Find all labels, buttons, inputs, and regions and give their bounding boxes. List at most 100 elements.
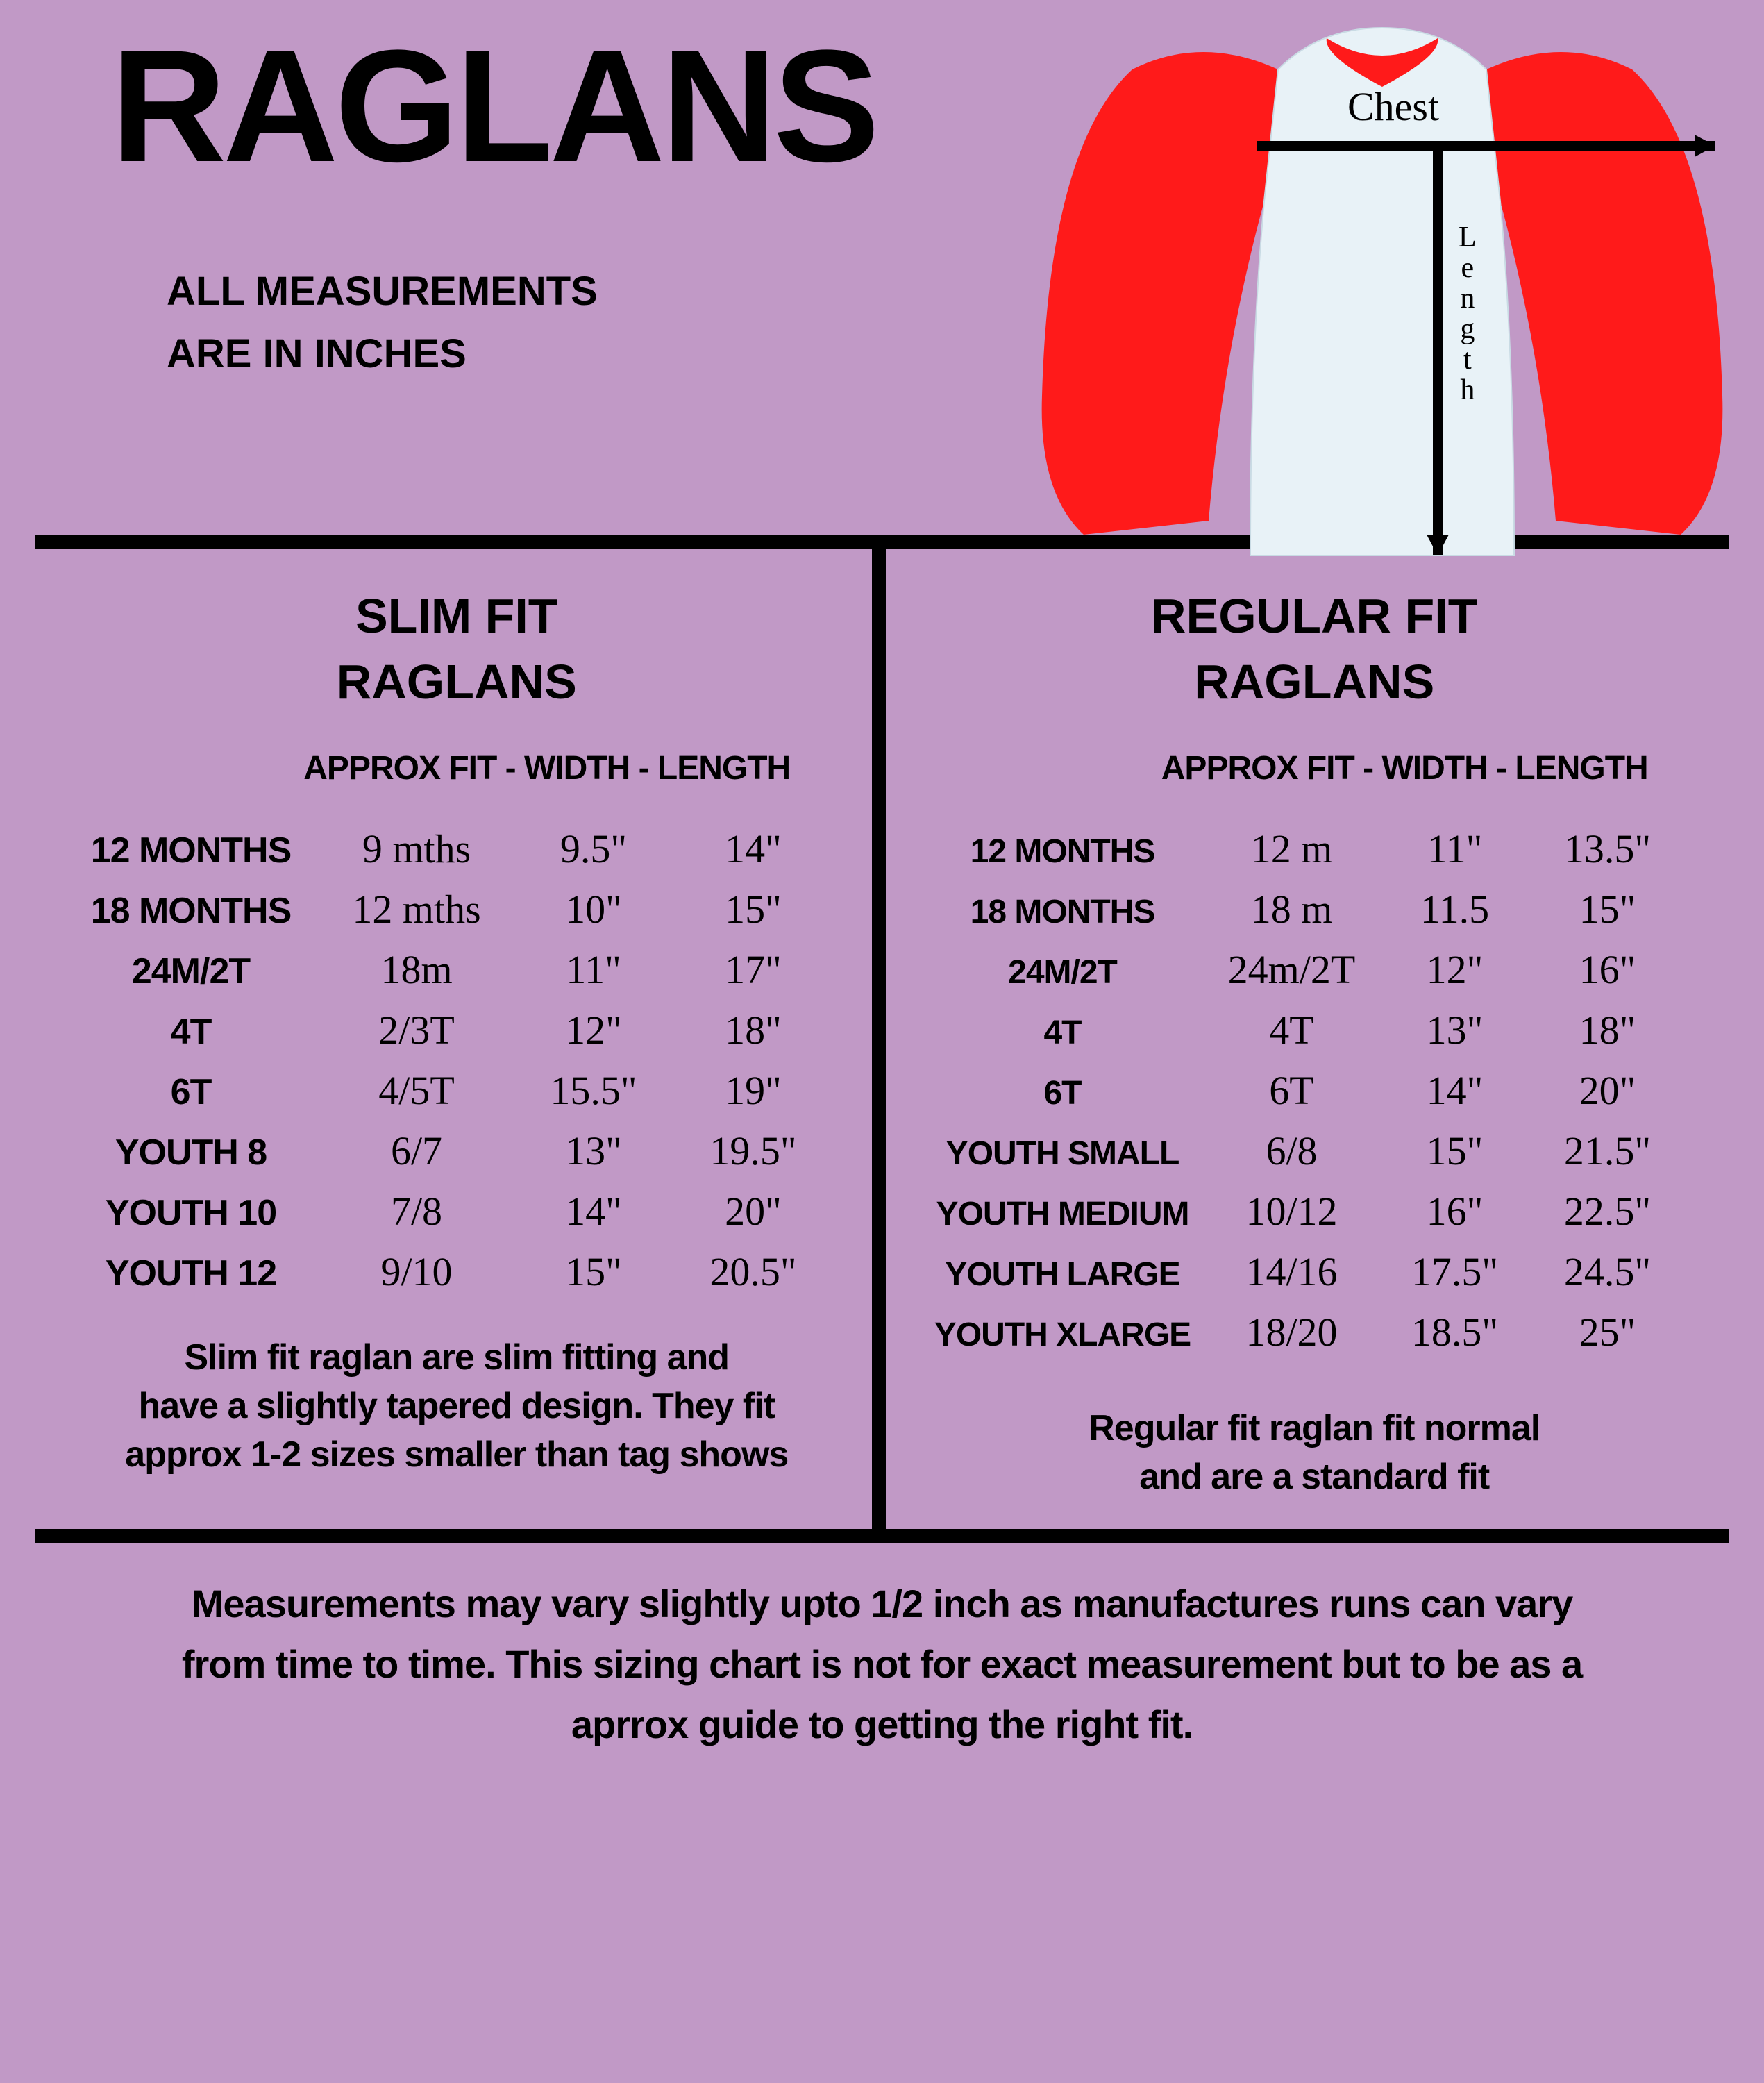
- fit-cell: 18m: [319, 946, 514, 993]
- length-cell: 18": [673, 1007, 833, 1053]
- size-cell: 24M/2T: [62, 951, 319, 992]
- width-cell: 14": [1379, 1067, 1531, 1114]
- width-cell: 14": [514, 1188, 673, 1235]
- width-cell: 11": [514, 946, 673, 993]
- size-cell: 12 MONTHS: [62, 830, 319, 871]
- footer-line1: Measurements may vary slightly upto 1/2 …: [83, 1574, 1681, 1634]
- size-cell: YOUTH LARGE: [921, 1255, 1205, 1294]
- table-row: 12 MONTHS9 mths9.5"14": [62, 826, 851, 872]
- table-row: YOUTH 107/814"20": [62, 1188, 851, 1235]
- chest-label: Chest: [1347, 83, 1439, 130]
- footer-line2: from time to time. This sizing chart is …: [83, 1634, 1681, 1695]
- size-cell: YOUTH 12: [62, 1253, 319, 1294]
- footer-line3: aprrox guide to getting the right fit.: [83, 1695, 1681, 1755]
- length-cell: 20.5": [673, 1248, 833, 1295]
- width-cell: 12": [514, 1007, 673, 1053]
- width-cell: 15": [1379, 1128, 1531, 1174]
- length-cell: 25": [1531, 1309, 1684, 1355]
- width-cell: 10": [514, 886, 673, 932]
- width-cell: 18.5": [1379, 1309, 1531, 1355]
- slim-title-line2: RAGLANS: [62, 649, 851, 715]
- slim-note-line3: approx 1-2 sizes smaller than tag shows: [62, 1430, 851, 1479]
- length-cell: 20": [1531, 1067, 1684, 1114]
- width-cell: 17.5": [1379, 1248, 1531, 1295]
- tables-container: SLIM FIT RAGLANS APPROX FIT - WIDTH - LE…: [0, 549, 1764, 1529]
- slim-title-line1: SLIM FIT: [62, 583, 851, 649]
- slim-note: Slim fit raglan are slim fitting and hav…: [62, 1333, 851, 1480]
- fit-cell: 6T: [1205, 1067, 1379, 1114]
- fit-cell: 2/3T: [319, 1007, 514, 1053]
- length-cell: 15": [673, 886, 833, 932]
- length-cell: 24.5": [1531, 1248, 1684, 1295]
- length-cell: 19.5": [673, 1128, 833, 1174]
- fit-cell: 4/5T: [319, 1067, 514, 1114]
- fit-cell: 18/20: [1205, 1309, 1379, 1355]
- table-row: 4T2/3T12"18": [62, 1007, 851, 1053]
- slim-col-header: APPROX FIT - WIDTH - LENGTH: [243, 749, 851, 787]
- size-cell: 4T: [62, 1011, 319, 1053]
- size-cell: 6T: [921, 1074, 1205, 1112]
- length-cell: 15": [1531, 886, 1684, 932]
- fit-cell: 4T: [1205, 1007, 1379, 1053]
- slim-table: 12 MONTHS9 mths9.5"14"18 MONTHS12 mths10…: [62, 826, 851, 1295]
- width-cell: 15.5": [514, 1067, 673, 1114]
- size-cell: YOUTH SMALL: [921, 1135, 1205, 1173]
- size-cell: YOUTH 8: [62, 1132, 319, 1173]
- length-label: Length: [1459, 222, 1477, 406]
- table-row: YOUTH XLARGE18/2018.5"25": [921, 1309, 1709, 1355]
- width-cell: 13": [514, 1128, 673, 1174]
- length-cell: 18": [1531, 1007, 1684, 1053]
- regular-title: REGULAR FIT RAGLANS: [921, 583, 1709, 714]
- size-cell: 18 MONTHS: [62, 890, 319, 932]
- fit-cell: 9 mths: [319, 826, 514, 872]
- regular-table: 12 MONTHS12 m11"13.5"18 MONTHS18 m11.515…: [921, 826, 1709, 1355]
- fit-cell: 6/7: [319, 1128, 514, 1174]
- width-cell: 11.5: [1379, 886, 1531, 932]
- width-cell: 15": [514, 1248, 673, 1295]
- table-row: YOUTH LARGE14/1617.5"24.5": [921, 1248, 1709, 1295]
- header: RAGLANS ALL MEASUREMENTS ARE IN INCHES C…: [0, 0, 1764, 535]
- length-cell: 17": [673, 946, 833, 993]
- width-cell: 11": [1379, 826, 1531, 872]
- width-cell: 16": [1379, 1188, 1531, 1235]
- table-row: YOUTH 129/1015"20.5": [62, 1248, 851, 1295]
- length-cell: 20": [673, 1188, 833, 1235]
- regular-note-line2: and are a standard fit: [921, 1453, 1709, 1501]
- divider-vertical: [872, 549, 886, 1529]
- table-row: 4T4T13"18": [921, 1007, 1709, 1053]
- length-cell: 22.5": [1531, 1188, 1684, 1235]
- table-row: 6T4/5T15.5"19": [62, 1067, 851, 1114]
- size-cell: YOUTH XLARGE: [921, 1316, 1205, 1354]
- size-cell: 18 MONTHS: [921, 893, 1205, 931]
- width-cell: 12": [1379, 946, 1531, 993]
- size-cell: 6T: [62, 1071, 319, 1113]
- regular-note: Regular fit raglan fit normal and are a …: [921, 1404, 1709, 1501]
- regular-note-line1: Regular fit raglan fit normal: [921, 1404, 1709, 1453]
- length-cell: 19": [673, 1067, 833, 1114]
- table-row: YOUTH MEDIUM10/1216"22.5": [921, 1188, 1709, 1235]
- fit-cell: 12 m: [1205, 826, 1379, 872]
- width-cell: 9.5": [514, 826, 673, 872]
- regular-fit-column: REGULAR FIT RAGLANS APPROX FIT - WIDTH -…: [886, 549, 1730, 1529]
- width-cell: 13": [1379, 1007, 1531, 1053]
- fit-cell: 7/8: [319, 1188, 514, 1235]
- divider-bottom: [35, 1529, 1729, 1543]
- length-cell: 16": [1531, 946, 1684, 993]
- size-cell: 4T: [921, 1014, 1205, 1052]
- table-row: 18 MONTHS18 m11.515": [921, 886, 1709, 932]
- fit-cell: 9/10: [319, 1248, 514, 1295]
- fit-cell: 14/16: [1205, 1248, 1379, 1295]
- fit-cell: 24m/2T: [1205, 946, 1379, 993]
- fit-cell: 18 m: [1205, 886, 1379, 932]
- table-row: 24M/2T18m11"17": [62, 946, 851, 993]
- table-row: 6T6T14"20": [921, 1067, 1709, 1114]
- length-cell: 21.5": [1531, 1128, 1684, 1174]
- size-cell: 24M/2T: [921, 953, 1205, 992]
- table-row: 24M/2T24m/2T12"16": [921, 946, 1709, 993]
- footer-note: Measurements may vary slightly upto 1/2 …: [0, 1543, 1764, 1755]
- fit-cell: 12 mths: [319, 886, 514, 932]
- length-cell: 14": [673, 826, 833, 872]
- table-row: 18 MONTHS12 mths10"15": [62, 886, 851, 932]
- size-cell: 12 MONTHS: [921, 833, 1205, 871]
- regular-col-header: APPROX FIT - WIDTH - LENGTH: [1101, 749, 1709, 787]
